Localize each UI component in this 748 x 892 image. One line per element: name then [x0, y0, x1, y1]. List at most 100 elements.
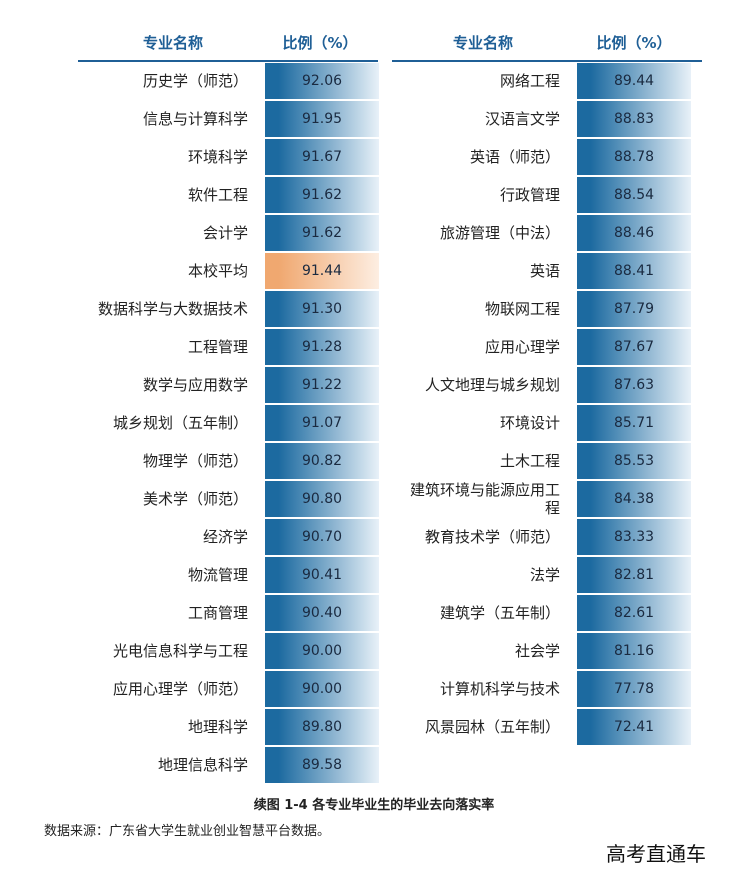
- left-value-label: 91.95: [301, 111, 343, 127]
- right-value-cell: [577, 595, 691, 631]
- left-row-label: 物理学（师范）: [142, 452, 248, 470]
- left-row-label: 工商管理: [187, 604, 248, 622]
- left-value-cell: [265, 557, 379, 593]
- left-value-label: 90.41: [301, 567, 343, 583]
- right-value-label: 85.53: [613, 453, 655, 469]
- right-value-label: 72.41: [613, 719, 655, 735]
- left-value-label: 89.58: [301, 757, 343, 773]
- left-value-cell: [265, 63, 379, 99]
- figure-caption: 续图 1-4 各专业毕业生的毕业去向落实率: [253, 798, 495, 813]
- left-row-label: 城乡规划（五年制）: [112, 414, 248, 432]
- right-row-label: 网络工程: [499, 72, 560, 90]
- right-value-cell: [577, 557, 691, 593]
- right-value-label: 87.67: [613, 339, 655, 355]
- right-value-label: 81.16: [613, 643, 655, 659]
- right-row-label: 计算机科学与技术: [439, 680, 560, 698]
- left-row-label: 美术学（师范）: [142, 490, 248, 508]
- left-value-label: 90.82: [301, 453, 343, 469]
- right-row-label: 英语（师范）: [469, 148, 560, 166]
- right-header-ratio: 比例（%）: [596, 34, 672, 52]
- right-value-label: 85.71: [613, 415, 655, 431]
- right-value-cell: [577, 139, 691, 175]
- left-value-cell: [265, 329, 379, 365]
- right-value-label: 82.61: [613, 605, 655, 621]
- right-value-cell: [577, 291, 691, 327]
- left-value-cell: [265, 291, 379, 327]
- left-value-label: 92.06: [301, 73, 343, 89]
- right-value-cell: [577, 177, 691, 213]
- left-value-cell: [265, 481, 379, 517]
- left-value-label: 91.62: [301, 225, 343, 241]
- right-value-label: 88.78: [613, 149, 655, 165]
- right-value-label: 87.63: [613, 377, 655, 393]
- right-value-cell: [577, 443, 691, 479]
- left-row-label: 地理科学: [187, 718, 248, 736]
- right-value-cell: [577, 405, 691, 441]
- right-value-cell: [577, 367, 691, 403]
- right-header-rule: [392, 60, 702, 62]
- data-source-note: 数据来源：广东省大学生就业创业智慧平台数据。: [44, 824, 331, 839]
- right-row-label: 环境设计: [499, 414, 560, 432]
- right-value-label: 88.46: [613, 225, 655, 241]
- left-value-cell: [265, 215, 379, 251]
- right-row-label: 英语: [529, 262, 560, 280]
- right-row-label: 法学: [529, 566, 560, 584]
- left-row-label: 地理信息科学: [157, 756, 248, 774]
- right-value-cell: [577, 329, 691, 365]
- watermark: 高考直通车: [606, 842, 706, 866]
- right-value-label: 83.33: [613, 529, 655, 545]
- left-value-cell: [265, 709, 379, 745]
- right-value-cell: [577, 101, 691, 137]
- right-row-label: 教育技术学（师范）: [424, 528, 560, 546]
- left-value-cell: [265, 633, 379, 669]
- right-value-label: 77.78: [613, 681, 655, 697]
- right-row-label: 建筑学（五年制）: [439, 604, 560, 622]
- left-value-label: 91.44: [301, 263, 343, 279]
- left-value-label: 91.28: [301, 339, 343, 355]
- right-row-label: 行政管理: [499, 186, 560, 204]
- right-value-label: 87.79: [613, 301, 655, 317]
- left-row-label: 光电信息科学与工程: [112, 642, 248, 660]
- right-row-label: 物联网工程: [484, 300, 560, 318]
- left-row-label: 经济学: [202, 528, 248, 546]
- average-highlight-cell: [265, 253, 379, 289]
- left-row-label: 信息与计算科学: [142, 110, 248, 128]
- left-row-label: 物流管理: [187, 566, 248, 584]
- left-value-label: 91.22: [301, 377, 343, 393]
- right-row-label: 旅游管理（中法）: [439, 224, 560, 242]
- left-row-label: 工程管理: [187, 338, 248, 356]
- right-row-label: 风景园林（五年制）: [424, 718, 560, 736]
- left-value-label: 91.67: [301, 149, 343, 165]
- left-row-label: 历史学（师范）: [142, 72, 248, 90]
- left-value-label: 91.30: [301, 301, 343, 317]
- right-value-label: 84.38: [613, 491, 655, 507]
- left-value-cell: [265, 177, 379, 213]
- left-header-major: 专业名称: [142, 34, 203, 52]
- right-row-label: 应用心理学: [484, 338, 560, 356]
- left-value-cell: [265, 747, 379, 783]
- right-value-label: 82.81: [613, 567, 655, 583]
- left-value-label: 90.40: [301, 605, 343, 621]
- right-value-cell: [577, 481, 691, 517]
- right-value-cell: [577, 671, 691, 707]
- left-header-rule: [78, 60, 378, 62]
- right-value-label: 88.41: [613, 263, 655, 279]
- left-value-cell: [265, 367, 379, 403]
- left-row-label: 数学与应用数学: [142, 376, 248, 394]
- right-value-cell: [577, 63, 691, 99]
- left-value-cell: [265, 139, 379, 175]
- left-value-cell: [265, 443, 379, 479]
- right-value-cell: [577, 633, 691, 669]
- left-value-label: 90.80: [301, 491, 343, 507]
- left-value-label: 89.80: [301, 719, 343, 735]
- left-row-label: 本校平均: [187, 262, 248, 280]
- right-value-label: 88.83: [613, 111, 655, 127]
- left-value-cell: [265, 101, 379, 137]
- left-value-label: 91.62: [301, 187, 343, 203]
- right-value-label: 89.44: [613, 73, 655, 89]
- right-value-label: 88.54: [613, 187, 655, 203]
- left-value-cell: [265, 519, 379, 555]
- left-value-cell: [265, 595, 379, 631]
- right-value-cell: [577, 519, 691, 555]
